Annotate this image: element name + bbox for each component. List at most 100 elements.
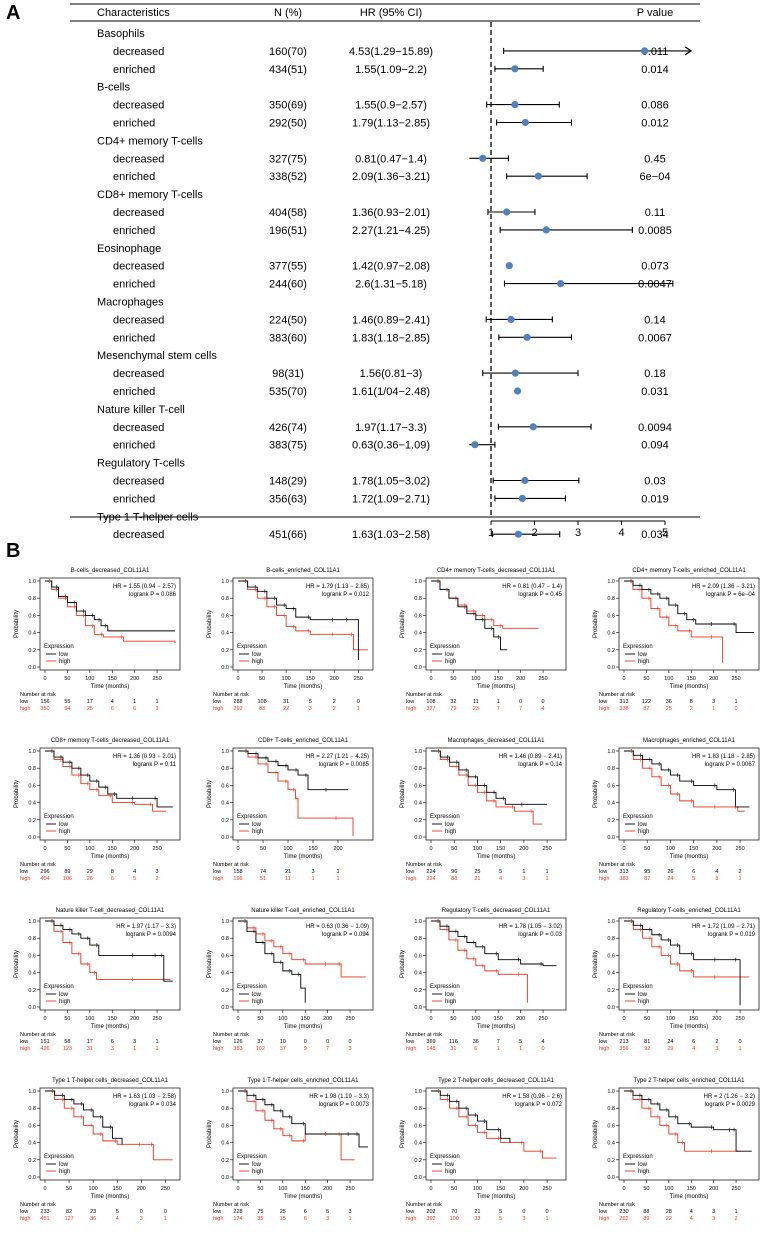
row-n: 196(51) [269, 225, 307, 237]
x-tick-label: 150 [494, 676, 503, 682]
x-tick-label: 0 [43, 676, 46, 682]
km-hr-text: HR = 1.36 (0.93 − 2.01) [113, 754, 176, 760]
legend-high-label: high [59, 829, 70, 835]
km-xlabel: Time (months) [670, 1024, 708, 1030]
x-tick-label: 100 [282, 676, 291, 682]
legend-title: Expression [430, 644, 460, 650]
row-hr-ci: 1.83(1.18−2.85) [352, 332, 430, 344]
x-tick-label: 200 [709, 676, 718, 682]
risk-high-count: 36 [90, 1216, 96, 1222]
x-tick-label: 150 [308, 846, 317, 852]
risk-low-count: 0 [739, 1039, 742, 1045]
group-label: Macrophages [97, 297, 164, 309]
row-hr-ci: 1.42(0.97−2.08) [352, 261, 430, 273]
risk-high-count: 3 [140, 1216, 143, 1222]
km-ylabel: Probability [593, 1120, 599, 1148]
y-tick-label: 0.0 [414, 835, 422, 841]
y-tick-label: 0.8 [607, 936, 615, 942]
km-plot: Nature killer T-cell_enriched_COL11A1 HR … [203, 902, 383, 1062]
risk-low-count: 108 [426, 699, 435, 705]
legend-high-label: high [252, 829, 263, 835]
y-tick-label: 0.2 [607, 988, 615, 994]
km-plot: Regulatory T-cells_enriched_COL11A1 HR = … [589, 902, 768, 1062]
y-tick-label: 0.4 [414, 1141, 422, 1147]
y-tick-label: 1.0 [607, 749, 615, 755]
header-n: N (%) [274, 7, 302, 19]
x-tick-label: 250 [152, 676, 161, 682]
y-tick-label: 1.0 [221, 919, 229, 925]
km-xlabel: Time (months) [91, 684, 129, 690]
risk-low-count: 17 [87, 1039, 93, 1045]
km-xlabel: Time (months) [284, 1024, 322, 1030]
y-tick-label: 1.0 [28, 1089, 36, 1095]
km-plot-svg: CD8+ T-cells_enriched_COL11A1 HR = 2.27 (… [207, 738, 374, 882]
km-title: CD4+ memory T-cells_decreased_COL11A1 [437, 568, 556, 574]
row-p-value: 0.0085 [638, 225, 672, 237]
km-xlabel: Time (months) [91, 1194, 129, 1200]
y-tick-label: 0.4 [414, 631, 422, 637]
risk-high-count: 1 [357, 706, 360, 712]
risk-high-count: 6 [111, 706, 114, 712]
risk-low-count: 0 [522, 1209, 525, 1215]
risk-low-count: 3 [349, 1209, 352, 1215]
ci-arrow [684, 46, 693, 56]
risk-high-count: 24 [667, 876, 673, 882]
risk-high-count: 92 [644, 1046, 650, 1052]
x-tick-label: 50 [644, 1016, 650, 1022]
y-tick-label: 0.8 [414, 1106, 422, 1112]
km-plot-svg: Regulatory T-cells_decreased_COL11A1 HR =… [400, 908, 567, 1052]
legend-title: Expression [430, 1154, 460, 1160]
km-title: Regulatory T-cells_decreased_COL11A1 [442, 908, 551, 914]
risk-low-label: low [406, 869, 414, 875]
x-tick-label: 50 [260, 846, 266, 852]
risk-high-label: high [20, 706, 30, 712]
risk-low-count: 369 [426, 1039, 435, 1045]
y-tick-label: 1.0 [414, 919, 422, 925]
x-tick-label: 150 [494, 1016, 503, 1022]
risk-low-count: 202 [426, 1209, 435, 1215]
risk-high-label: high [213, 1046, 223, 1052]
x-tick-label: 50 [644, 846, 650, 852]
legend-low-label: low [59, 1162, 69, 1168]
legend-high-label: high [252, 1169, 263, 1175]
risk-high-count: 22 [666, 1216, 672, 1222]
risk-low-label: low [599, 869, 607, 875]
x-tick-label: 200 [519, 1186, 528, 1192]
x-tick-label: 50 [259, 676, 265, 682]
risk-high-count: 1 [311, 876, 314, 882]
legend-title: Expression [237, 1154, 267, 1160]
y-tick-label: 0.8 [607, 596, 615, 602]
km-plot-svg: B-cells_enriched_COL11A1 HR = 1.79 (1.13 … [207, 568, 374, 712]
x-tick-label: 250 [345, 1016, 354, 1022]
risk-low-count: 7 [497, 1039, 500, 1045]
row-label: enriched [113, 171, 155, 183]
hr-point [471, 441, 479, 449]
row-n: 434(51) [269, 64, 307, 76]
km-logrank-text: logrank P = 0.086 [129, 592, 177, 598]
km-frame [425, 1087, 567, 1181]
y-tick-label: 0.8 [221, 766, 229, 772]
km-curve-high [238, 750, 354, 837]
km-title: Macrophages_enriched_COL11A1 [643, 738, 736, 744]
km-frame [232, 1087, 374, 1181]
row-hr-ci: 1.36(0.93−2.01) [352, 207, 430, 219]
row-n: 98(31) [272, 368, 304, 380]
risk-high-label: high [406, 1216, 416, 1222]
y-tick-label: 0.0 [28, 665, 36, 671]
risk-low-count: 1 [546, 869, 549, 875]
row-label: enriched [113, 118, 155, 130]
km-xlabel: Time (months) [284, 684, 322, 690]
km-ylabel: Probability [400, 950, 406, 978]
risk-high-count: 3 [522, 876, 525, 882]
risk-low-label: low [599, 1209, 607, 1215]
risk-low-count: 6 [692, 869, 695, 875]
y-tick-label: 0.6 [414, 953, 422, 959]
y-tick-label: 0.6 [607, 783, 615, 789]
y-tick-label: 1.0 [414, 1089, 422, 1095]
risk-low-count: 0 [546, 1209, 549, 1215]
y-tick-label: 0.4 [607, 1141, 615, 1147]
risk-high-count: 292 [233, 706, 242, 712]
x-tick-label: 0 [622, 676, 625, 682]
risk-high-count: 6 [133, 706, 136, 712]
risk-low-count: 151 [40, 1039, 49, 1045]
